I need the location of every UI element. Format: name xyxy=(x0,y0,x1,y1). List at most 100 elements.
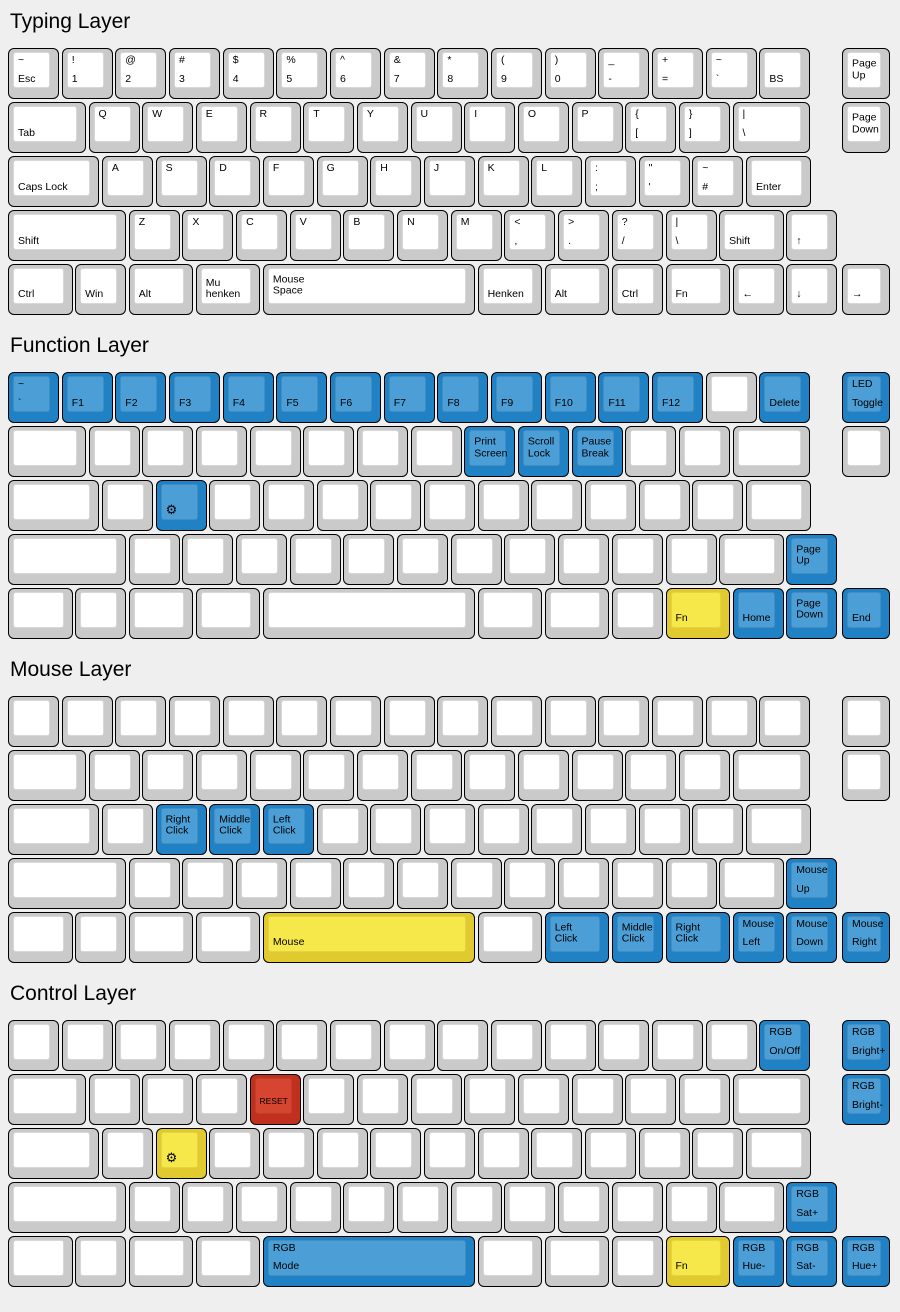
key-mouse-right[interactable]: Mouse Right xyxy=(842,911,891,963)
key-blank[interactable] xyxy=(585,803,637,856)
key-home[interactable]: Home xyxy=(732,587,784,639)
key-blank[interactable] xyxy=(289,1181,341,1234)
key-blank[interactable] xyxy=(8,1235,73,1287)
key-7[interactable]: & 7 xyxy=(383,48,435,100)
key-blank[interactable] xyxy=(732,1073,811,1126)
key-blank[interactable] xyxy=(8,1020,60,1072)
key-blank[interactable] xyxy=(8,749,86,802)
key-w[interactable]: W xyxy=(142,101,194,154)
key-blank[interactable] xyxy=(383,1020,435,1072)
key-middle-click[interactable]: Middle Click xyxy=(209,803,261,856)
key-blank[interactable] xyxy=(303,749,355,802)
key-blank[interactable] xyxy=(611,587,663,639)
key-arrow-up[interactable]: ↑ xyxy=(786,209,838,262)
key-blank[interactable] xyxy=(571,749,623,802)
key-blank[interactable] xyxy=(8,1073,86,1126)
key-blank[interactable] xyxy=(316,1127,368,1180)
key-f7[interactable]: F7 xyxy=(383,372,435,424)
key-blank[interactable] xyxy=(8,911,73,963)
key-blank[interactable] xyxy=(343,533,395,586)
key-blank[interactable] xyxy=(128,533,180,586)
key-blank[interactable] xyxy=(719,1181,784,1234)
key-blank[interactable] xyxy=(477,1127,529,1180)
key-page-down[interactable]: Page Down xyxy=(842,101,891,154)
key-blank[interactable] xyxy=(719,533,784,586)
key-blank[interactable] xyxy=(842,749,891,802)
key-blank[interactable] xyxy=(571,1073,623,1126)
key-blank[interactable] xyxy=(88,1073,140,1126)
key-blank[interactable] xyxy=(477,587,543,639)
key-right-click[interactable]: Right Click xyxy=(155,803,207,856)
key-blank[interactable] xyxy=(437,696,489,748)
key-mouse-space[interactable]: Mouse Space xyxy=(262,263,475,315)
key-blank[interactable] xyxy=(142,1073,194,1126)
key-blank[interactable] xyxy=(598,696,650,748)
key-blank[interactable] xyxy=(491,1020,543,1072)
key-blank[interactable] xyxy=(437,1020,489,1072)
key-b[interactable]: B xyxy=(343,209,395,262)
key-c[interactable]: C xyxy=(236,209,288,262)
key-blank[interactable] xyxy=(8,1181,127,1234)
key-blank[interactable] xyxy=(182,1181,234,1234)
key-grave[interactable]: ~ ` xyxy=(8,372,60,424)
key-mouse-left[interactable]: Mouse Left xyxy=(732,911,784,963)
key-blank[interactable] xyxy=(356,425,408,478)
key-blank[interactable] xyxy=(101,479,153,532)
key-fn[interactable]: Fn xyxy=(665,1235,730,1287)
key-blank[interactable] xyxy=(236,533,288,586)
key-blank[interactable] xyxy=(169,696,221,748)
key-blank[interactable] xyxy=(222,1020,274,1072)
key-blank[interactable] xyxy=(128,1235,194,1287)
key-blank[interactable] xyxy=(8,479,100,532)
key-alt[interactable]: Alt xyxy=(544,263,610,315)
key-i[interactable]: I xyxy=(464,101,516,154)
key-blank[interactable] xyxy=(316,803,368,856)
key-a[interactable]: A xyxy=(101,155,153,208)
key-f6[interactable]: F6 xyxy=(330,372,382,424)
key-rgb-mode[interactable]: RGB Mode xyxy=(262,1235,475,1287)
key-f10[interactable]: F10 xyxy=(544,372,596,424)
key-f2[interactable]: F2 xyxy=(115,372,167,424)
key-blank[interactable] xyxy=(75,587,127,639)
key-blank[interactable] xyxy=(423,1127,475,1180)
key-ctrl[interactable]: Ctrl xyxy=(611,263,663,315)
key-blank[interactable] xyxy=(585,1127,637,1180)
key-blank[interactable] xyxy=(61,696,113,748)
key-blank[interactable] xyxy=(370,479,422,532)
key-page-up[interactable]: Page Up xyxy=(786,533,838,586)
key-blank[interactable] xyxy=(705,696,757,748)
key-blank[interactable] xyxy=(343,857,395,910)
key-d[interactable]: D xyxy=(209,155,261,208)
key-blank[interactable] xyxy=(75,911,127,963)
key-blank[interactable] xyxy=(262,587,475,639)
key-n[interactable]: N xyxy=(397,209,449,262)
key-blank[interactable] xyxy=(195,1235,261,1287)
key-blank[interactable] xyxy=(195,425,247,478)
key-print-screen[interactable]: Print Screen xyxy=(464,425,516,478)
key-blank[interactable] xyxy=(692,1127,744,1180)
key-rgb-on-off[interactable]: RGB On/Off xyxy=(759,1020,811,1072)
key-blank[interactable] xyxy=(678,749,730,802)
key-blank[interactable] xyxy=(598,1020,650,1072)
key-blank[interactable] xyxy=(343,1181,395,1234)
key-blank[interactable] xyxy=(611,857,663,910)
key-comma[interactable]: <, xyxy=(504,209,556,262)
key-blank[interactable] xyxy=(209,479,261,532)
key-blank[interactable] xyxy=(8,857,127,910)
key-blank[interactable] xyxy=(531,803,583,856)
key-settings[interactable]: ⚙ xyxy=(155,479,207,532)
key-backslash[interactable]: | \ xyxy=(665,209,717,262)
key-slash[interactable]: ? / xyxy=(611,209,663,262)
key-blank[interactable] xyxy=(705,1020,757,1072)
key-rgb-hue-plus[interactable]: RGB Hue+ xyxy=(842,1235,891,1287)
key-l[interactable]: L xyxy=(531,155,583,208)
key-blank[interactable] xyxy=(128,911,194,963)
key-m[interactable]: M xyxy=(450,209,502,262)
key-blank[interactable] xyxy=(383,696,435,748)
key-mouse[interactable]: Mouse xyxy=(262,911,475,963)
key-blank[interactable] xyxy=(544,696,596,748)
key-4[interactable]: $4 xyxy=(222,48,274,100)
key-blank[interactable] xyxy=(423,479,475,532)
key-blank[interactable] xyxy=(678,1073,730,1126)
key-blank[interactable] xyxy=(128,587,194,639)
